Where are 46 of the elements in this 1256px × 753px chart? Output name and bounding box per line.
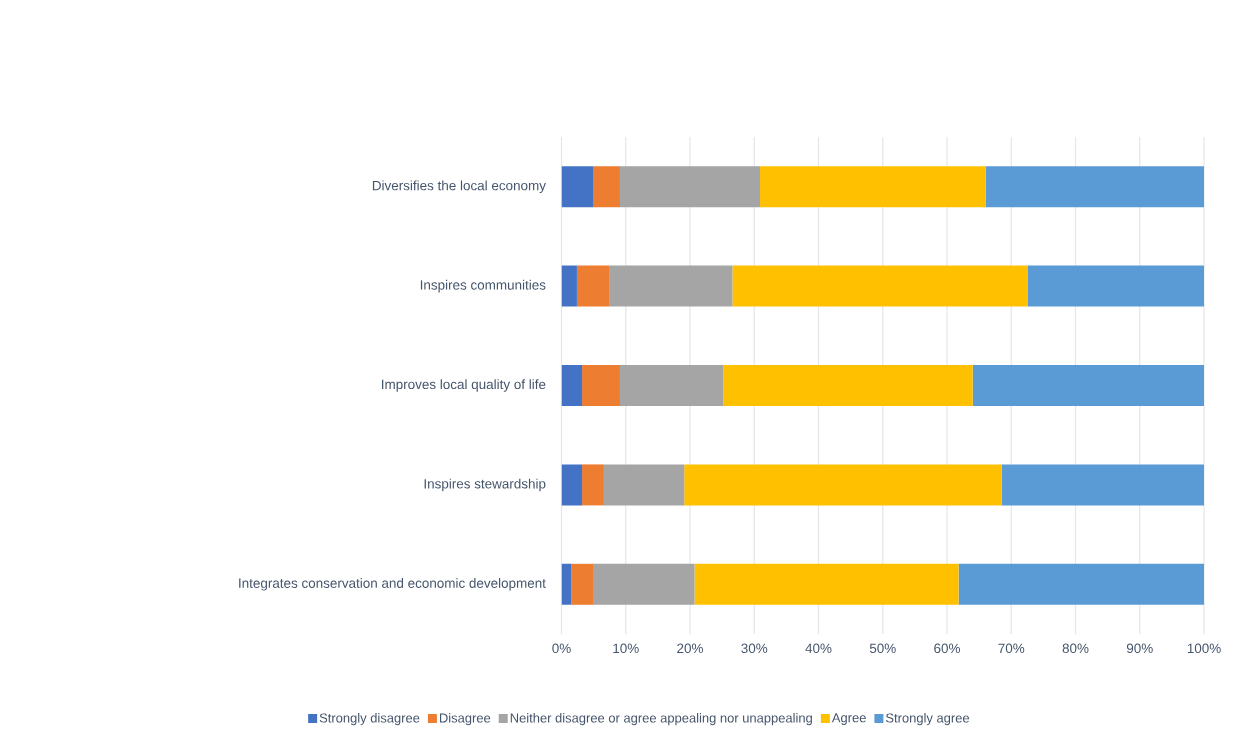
bar (723, 365, 973, 406)
bar (561, 464, 583, 506)
legend-label: Strongly agree (885, 713, 970, 726)
x-tick-label: 10% (613, 643, 639, 654)
y-tick-label: Inspires communities (420, 279, 546, 293)
bar (582, 365, 620, 406)
bar (1001, 464, 1205, 506)
bar (603, 464, 685, 506)
bar (985, 166, 1205, 208)
bar (561, 563, 572, 605)
legend-label: Strongly disagree (319, 713, 420, 726)
bar (576, 265, 610, 307)
bar (760, 166, 986, 208)
x-tick-label: 0% (552, 643, 571, 654)
x-tick-label: 100% (1187, 643, 1221, 654)
y-tick-label: Improves local quality of life (382, 379, 546, 392)
legend-label: Disagree (439, 713, 491, 726)
x-tick-label: 30% (741, 643, 768, 654)
legend-label: Agree (831, 713, 866, 725)
legend-label: Neither disagree or agree appealing nor unappealing (510, 713, 812, 726)
bar (571, 563, 593, 605)
bar (958, 563, 1205, 605)
bar (684, 464, 1002, 506)
bar (619, 365, 724, 406)
bar (619, 166, 761, 208)
bar (1027, 265, 1205, 307)
y-tick-label: Diversifies the local economy (372, 180, 546, 193)
x-tick-label: 40% (805, 643, 832, 654)
bar (561, 166, 593, 208)
x-tick-label: 80% (1062, 643, 1089, 654)
x-tick-label: 50% (869, 643, 896, 654)
bar (694, 563, 959, 605)
bar (609, 265, 733, 307)
x-tick-label: 90% (1126, 643, 1153, 654)
x-tick-label: 70% (998, 643, 1025, 654)
bar (561, 365, 583, 406)
bar (972, 365, 1205, 406)
x-tick-label: 60% (934, 643, 960, 654)
bar (561, 265, 577, 307)
x-tick-label: 20% (677, 643, 703, 654)
y-tick-label: Integrates conservation and economic development (239, 578, 546, 591)
bar (592, 563, 695, 605)
bar (732, 265, 1028, 307)
bar (592, 166, 620, 208)
bar (582, 464, 604, 506)
y-tick-label: Inspires stewardship (424, 478, 546, 492)
